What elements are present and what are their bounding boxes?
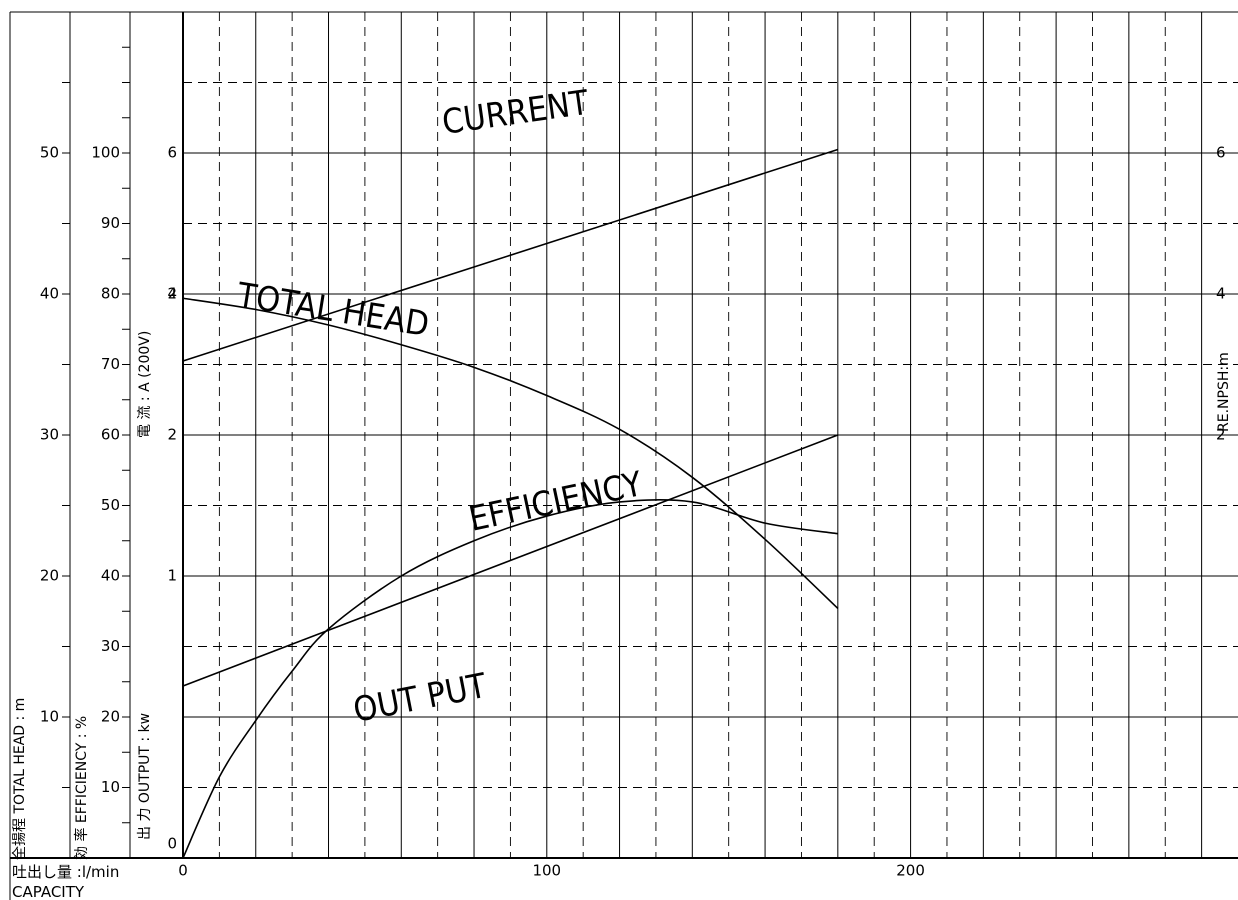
head-tick-label: 30 — [40, 426, 59, 444]
x-tick-label: 100 — [532, 862, 561, 880]
efficiency-tick-label: 50 — [101, 496, 120, 514]
tick-labels: 1020304050102030405060708090100012246246… — [40, 144, 1226, 880]
efficiency-curve — [182, 498, 838, 859]
head-tick-label: 20 — [40, 567, 59, 585]
npsh-tick-label: 6 — [1216, 144, 1226, 162]
efficiency-tick-label: 90 — [101, 214, 120, 232]
head-axis-label: 全揚程 TOTAL HEAD : m — [11, 698, 28, 860]
efficiency-tick-label: 60 — [101, 426, 120, 444]
head-tick-label: 10 — [40, 708, 59, 726]
x-tick-label: 0 — [178, 862, 188, 880]
current-tick-label: 2 — [167, 426, 177, 444]
x-axis-label-en: CAPACITY — [12, 883, 85, 900]
efficiency-tick-label: 30 — [101, 637, 120, 655]
current-curve-label: CURRENT — [440, 83, 592, 143]
current-axis-label: 電 流 : A (200V) — [137, 331, 153, 438]
labels: 全揚程 TOTAL HEAD : m 効 率 EFFICIENCY : % 出 … — [11, 83, 1232, 900]
efficiency-curve-label: EFFICIENCY — [466, 464, 646, 540]
x-axis-label-ja: 吐出し量 :l/min — [12, 863, 119, 881]
efficiency-tick-label: 40 — [101, 567, 120, 585]
output-tick-label: 2 — [167, 285, 177, 303]
output-tick-label: 1 — [167, 567, 177, 585]
efficiency-tick-label: 70 — [101, 355, 120, 373]
head-tick-label: 50 — [40, 144, 59, 162]
npsh-tick-label: 4 — [1216, 285, 1226, 303]
efficiency-axis-label: 効 率 EFFICIENCY : % — [73, 716, 90, 860]
efficiency-tick-label: 100 — [91, 144, 120, 162]
output-axis-label: 出 力 OUTPUT : kw — [137, 713, 153, 840]
x-tick-label: 200 — [896, 862, 925, 880]
efficiency-tick-label: 10 — [101, 778, 120, 796]
frame — [9, 11, 1238, 900]
npsh-axis-label: RE.NPSH:m — [1216, 352, 1232, 432]
output-tick-label: 0 — [167, 835, 177, 853]
npsh-tick-label: 2 — [1216, 426, 1226, 444]
total-head-curve — [182, 297, 839, 610]
efficiency-tick-label: 20 — [101, 708, 120, 726]
current-tick-label: 4 — [167, 285, 177, 303]
head-tick-label: 40 — [40, 285, 59, 303]
current-tick-label: 6 — [167, 144, 177, 162]
efficiency-tick-label: 80 — [101, 285, 120, 303]
out-put-curve — [182, 434, 839, 687]
current-curve — [182, 148, 839, 362]
output-curve-label: OUT PUT — [350, 666, 490, 731]
grid — [183, 12, 1238, 858]
curves — [182, 148, 839, 859]
